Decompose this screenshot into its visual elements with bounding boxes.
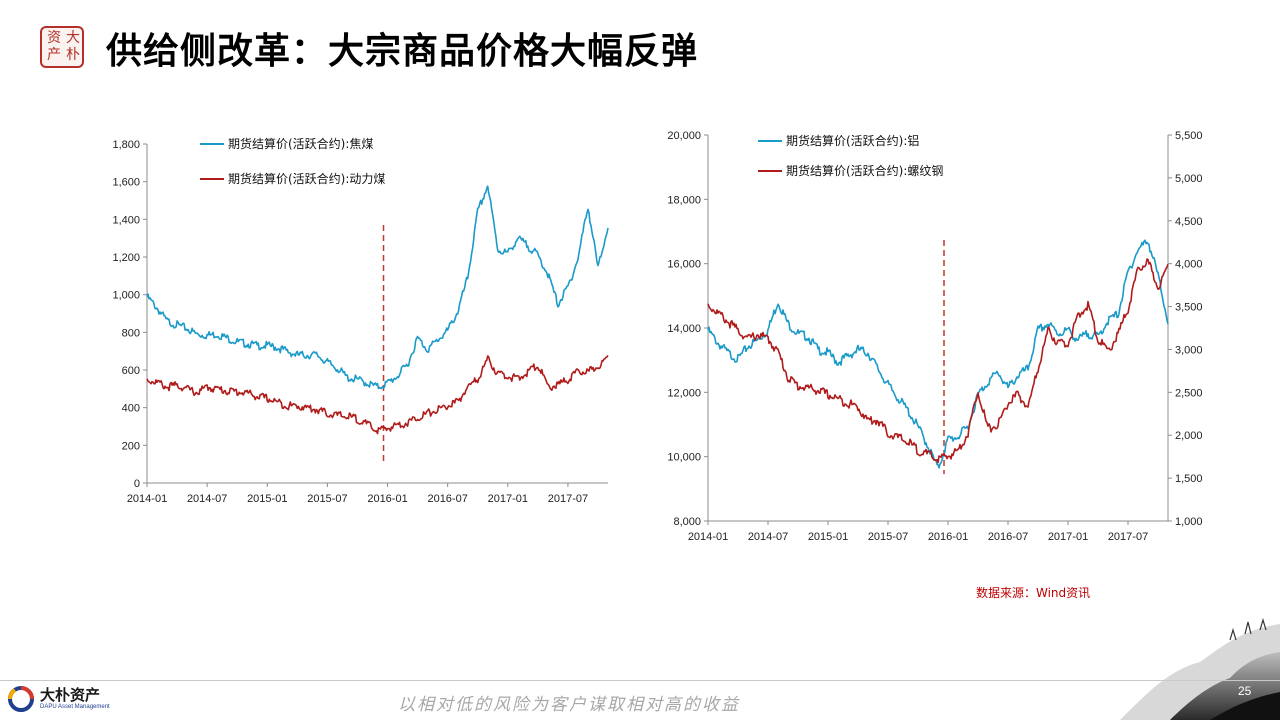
x-tick-label: 2014-07 <box>187 493 227 505</box>
slide-title: 供给侧改革：大宗商品价格大幅反弹 <box>106 31 699 72</box>
footer-divider <box>0 680 1280 681</box>
y-tick-label: 20,000 <box>667 130 701 142</box>
coal-price-chart: 0 200 400 600 800 1,000 1,200 1,400 1,600 1,800 20… <box>112 136 609 505</box>
y-tick-label: 0 <box>134 478 140 490</box>
seal-char: 资 <box>47 30 61 46</box>
y-tick-label: 400 <box>122 403 140 415</box>
y2-tick-label: 2,500 <box>1175 387 1203 399</box>
x-tick-label: 2016-01 <box>928 531 968 543</box>
x-tick-label: 2017-01 <box>1048 531 1088 543</box>
y-tick-label: 1,600 <box>112 177 140 189</box>
y2-tick-label: 5,500 <box>1175 130 1203 142</box>
logo-english-name: DAPU Asset Management <box>40 704 110 710</box>
seal-char: 产 <box>47 47 61 63</box>
dapu-logo-icon <box>8 686 34 712</box>
y-tick-label: 1,400 <box>112 214 140 226</box>
company-seal-logo: 大 朴 资 产 <box>40 26 84 68</box>
x-tick-label: 2015-07 <box>868 531 908 543</box>
seal-char: 大 <box>66 30 80 46</box>
y2-tick-label: 5,000 <box>1175 173 1203 185</box>
footer-slogan: 以相对低的风险为客户谋取相对高的收益 <box>398 695 740 715</box>
data-source-note: 数据来源：Wind资讯 <box>976 586 1091 600</box>
ink-landscape-decoration <box>1120 617 1280 720</box>
y-tick-label: 1,000 <box>112 290 140 302</box>
y2-tick-label: 3,500 <box>1175 302 1203 314</box>
y-tick-label: 16,000 <box>667 259 701 271</box>
x-tick-label: 2014-01 <box>127 493 167 505</box>
y-tick-label: 800 <box>122 327 140 339</box>
x-tick-label: 2015-07 <box>307 493 347 505</box>
y-tick-label: 12,000 <box>667 387 701 399</box>
logo-company-name: 大朴资产 <box>40 686 101 704</box>
y2-tick-label: 3,000 <box>1175 344 1203 356</box>
series-line <box>146 355 609 435</box>
y2-tick-label: 4,000 <box>1175 259 1203 271</box>
y-tick-label: 600 <box>122 365 140 377</box>
x-tick-label: 2014-07 <box>748 531 788 543</box>
series-line <box>707 258 1169 464</box>
x-tick-label: 2015-01 <box>247 493 287 505</box>
y-tick-label: 8,000 <box>673 516 701 528</box>
x-tick-label: 2017-07 <box>1108 531 1148 543</box>
y-tick-label: 14,000 <box>667 323 701 335</box>
x-tick-label: 2016-01 <box>367 493 407 505</box>
seal-char: 朴 <box>66 47 80 63</box>
x-tick-label: 2014-01 <box>688 531 728 543</box>
legend-label: 期货结算价(活跃合约):螺纹钢 <box>786 163 943 178</box>
y2-tick-label: 2,000 <box>1175 430 1203 442</box>
y2-tick-label: 4,500 <box>1175 216 1203 228</box>
page-number: 25 <box>1238 684 1252 698</box>
x-tick-label: 2016-07 <box>427 493 467 505</box>
x-tick-label: 2017-07 <box>548 493 588 505</box>
y2-tick-label: 1,500 <box>1175 473 1203 485</box>
legend-label: 期货结算价(活跃合约):铝 <box>786 133 919 148</box>
y2-tick-label: 1,000 <box>1175 516 1203 528</box>
series-line <box>146 185 609 390</box>
series-line <box>707 239 1169 469</box>
y-tick-label: 18,000 <box>667 194 701 206</box>
x-tick-label: 2017-01 <box>488 493 528 505</box>
legend-label: 期货结算价(活跃合约):动力煤 <box>228 171 385 186</box>
y-tick-label: 1,800 <box>112 139 140 151</box>
y-tick-label: 200 <box>122 440 140 452</box>
y-tick-label: 10,000 <box>667 452 701 464</box>
metal-price-chart: 8,000 10,000 12,000 14,000 16,000 18,000 20,00… <box>667 130 1203 543</box>
x-tick-label: 2015-01 <box>808 531 848 543</box>
y-tick-label: 1,200 <box>112 252 140 264</box>
x-tick-label: 2016-07 <box>988 531 1028 543</box>
legend-label: 期货结算价(活跃合约):焦煤 <box>228 136 373 151</box>
company-logo: 大朴资产 DAPU Asset Management <box>8 684 118 716</box>
